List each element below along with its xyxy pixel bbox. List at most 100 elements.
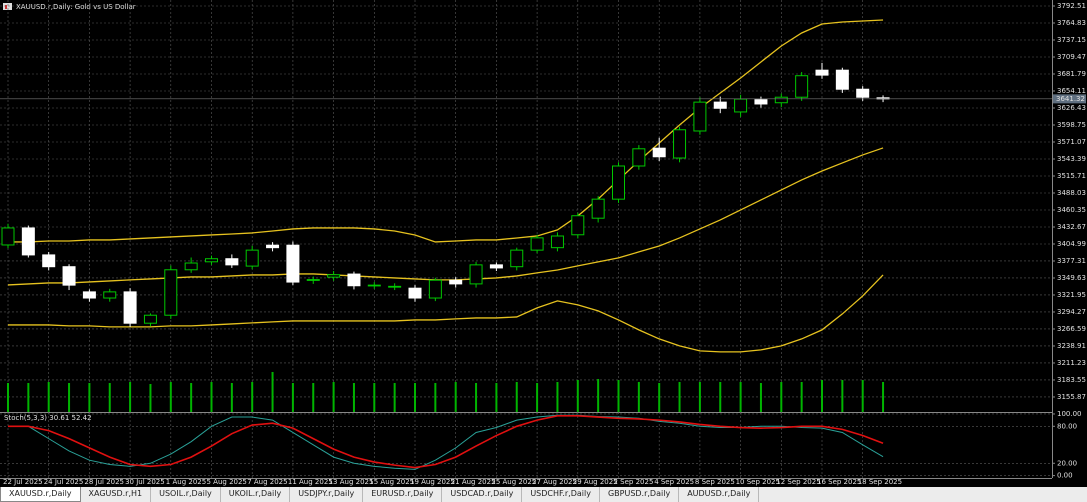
volume-bar (821, 380, 823, 412)
band-line (7, 147, 884, 286)
x-tick-label: 8 Sep 2025 (695, 478, 735, 486)
volume-bar (149, 384, 152, 412)
volume-bar (678, 382, 681, 412)
candle-body (449, 279, 463, 285)
x-tick-label: 29 Aug 2025 (573, 478, 618, 486)
candle-body (21, 227, 35, 256)
x-tick-label: 22 Jul 2025 (3, 478, 43, 486)
volume-bar (373, 383, 376, 412)
y-tick-label: 20.00 (1057, 459, 1077, 467)
indicator-line (8, 415, 884, 469)
candle-body (42, 254, 56, 268)
chart-icon (3, 3, 12, 10)
candle-body (225, 258, 239, 266)
x-tick-label: 24 Jul 2025 (44, 478, 84, 486)
x-tick-label: 28 Jul 2025 (84, 478, 124, 486)
candle-body (184, 262, 198, 271)
volume-bar (393, 383, 396, 412)
candle-body (164, 269, 178, 316)
x-tick-label: 11 Aug 2025 (288, 478, 333, 486)
tab[interactable]: USDCAD.r,Daily (442, 487, 523, 502)
tab[interactable]: USDJPY.r,Daily (290, 487, 364, 502)
tab[interactable]: USOIL.r,Daily (151, 487, 221, 502)
y-tick-label: 3626.43 (1057, 104, 1086, 112)
volume-bar (352, 383, 355, 412)
tab[interactable]: XAUUSD.r,Daily (0, 487, 81, 502)
volume-bar (882, 382, 885, 412)
y-tick-label: 3792.51 (1057, 2, 1086, 10)
volume-bar (759, 383, 762, 412)
band-line (8, 19, 884, 243)
x-tick-label: 2 Sep 2025 (614, 478, 654, 486)
candle-body (266, 244, 280, 249)
candle-body (835, 69, 849, 90)
candle-body (550, 235, 564, 249)
y-tick-label: 0.00 (1057, 472, 1073, 480)
volume-bar (68, 383, 71, 412)
volume-bar (658, 383, 661, 412)
candle-body (489, 264, 503, 269)
candle-body (408, 287, 422, 299)
y-tick-label: 100.00 (1057, 410, 1082, 418)
volume-bar (719, 382, 722, 412)
volume-bar (698, 382, 701, 412)
candle-body (612, 165, 625, 200)
y-tick-label: 3404.99 (1057, 240, 1086, 248)
candle-body (734, 98, 748, 113)
tab[interactable]: EURUSD.r,Daily (363, 487, 443, 502)
candle-body (367, 284, 381, 287)
x-tick-label: 7 Aug 2025 (247, 478, 287, 486)
volume-bar (332, 382, 335, 412)
volume-bar (617, 380, 620, 412)
y-tick-label: 3183.55 (1057, 376, 1086, 384)
x-tick-label: 13 Aug 2025 (329, 478, 374, 486)
candle-body (856, 88, 870, 98)
tab[interactable]: XAGUSD.r,H1 (81, 487, 152, 502)
y-tick-label: 3488.03 (1057, 189, 1086, 197)
x-tick-label: 25 Aug 2025 (491, 478, 536, 486)
candle-body (62, 266, 76, 286)
indicator-title: Stoch(5,3,3) 30.61 52.42 (4, 414, 92, 422)
candle-body (774, 96, 788, 104)
y-tick-label: 3211.23 (1057, 359, 1086, 367)
volume-bar (88, 383, 91, 412)
volume-bar (780, 382, 783, 412)
tab[interactable]: UKOIL.r,Daily (221, 487, 291, 502)
candle-body (673, 129, 687, 159)
volume-bar (47, 382, 50, 412)
volume-bar (434, 383, 437, 412)
volume-bar (271, 372, 274, 412)
tab[interactable]: USDCHF.r,Daily (522, 487, 600, 502)
tab[interactable]: GBPUSD.r,Daily (600, 487, 680, 502)
volume-bar (597, 379, 600, 412)
candle-body (286, 244, 300, 283)
candle-body (123, 291, 137, 324)
volume-bar (536, 383, 539, 412)
volume-bar (475, 383, 478, 412)
x-tick-label: 5 Aug 2025 (207, 478, 247, 486)
candle-body (388, 285, 402, 288)
candle-body (245, 249, 259, 267)
candle-body (82, 291, 96, 299)
volume-bar (210, 382, 213, 412)
candle-body (754, 99, 768, 105)
y-tick-label: 3432.67 (1057, 223, 1086, 231)
y-tick-label: 3238.91 (1057, 342, 1086, 350)
x-tick-label: 4 Sep 2025 (654, 478, 694, 486)
tab[interactable]: AUDUSD.r,Daily (679, 487, 760, 502)
volume-bar (515, 382, 518, 412)
x-tick-label: 10 Sep 2025 (736, 478, 780, 486)
volume-bar (129, 382, 132, 412)
volume-bar (291, 383, 294, 412)
y-tick-label: 3377.31 (1057, 257, 1086, 265)
candle-body (510, 249, 524, 268)
volume-bar (800, 382, 803, 412)
y-tick-label: 3294.27 (1057, 308, 1086, 316)
volume-bar (230, 383, 233, 412)
y-tick-label: 3764.83 (1057, 19, 1086, 27)
volume-bar (7, 383, 9, 412)
volume-bar (841, 380, 844, 412)
volume-bar (454, 382, 457, 412)
candle-body (530, 237, 544, 251)
